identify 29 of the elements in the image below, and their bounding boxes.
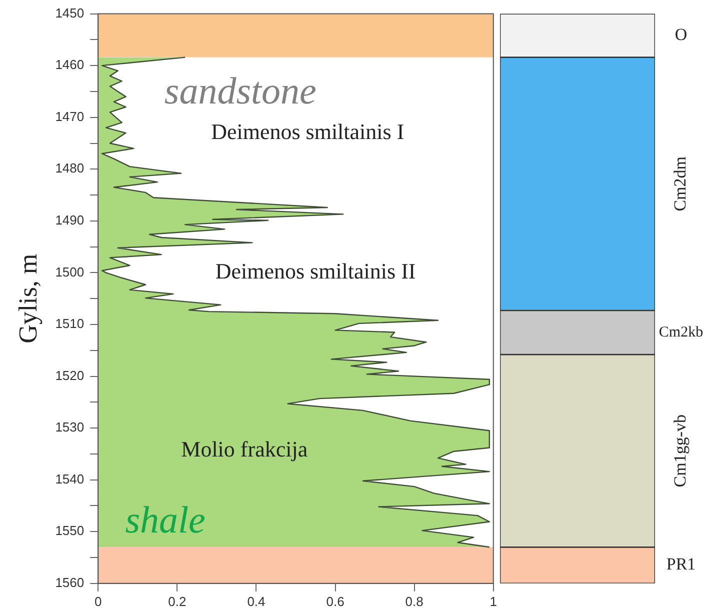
x-tick-label: 0.8 xyxy=(405,594,424,609)
y-tick-label: 1540 xyxy=(55,471,84,486)
x-tick-label: 0.6 xyxy=(326,594,344,609)
text: Cm1gg-vb xyxy=(670,414,690,488)
x-tick-label: 1 xyxy=(490,594,497,609)
y-tick-label: 1480 xyxy=(55,160,84,176)
y-tick-label: 1530 xyxy=(55,420,84,435)
annotation: Molio frakcija xyxy=(181,436,308,462)
x-tick-label: 0.2 xyxy=(168,594,186,609)
annotation: Deimenos smiltainis II xyxy=(215,258,416,284)
y-tick-label: 1520 xyxy=(55,368,84,383)
x-tick-label: 0 xyxy=(94,594,102,609)
annotation: shale xyxy=(125,499,206,542)
annotation: sandstone xyxy=(164,70,317,113)
x-tick-label: 0.4 xyxy=(247,594,266,609)
y-tick-label: 1450 xyxy=(55,5,84,20)
series-label: Cm2kb xyxy=(658,324,704,340)
series-label: PR1 xyxy=(666,554,696,574)
series-label: O xyxy=(674,25,688,44)
y-tick-label: 1500 xyxy=(55,264,84,280)
y-axis-title: Gylis, m xyxy=(13,254,42,344)
text: Cm2dm xyxy=(670,156,690,212)
annotation: Deimenos smiltainis I xyxy=(211,119,404,144)
y-tick-label: 1560 xyxy=(55,574,84,590)
y-tick-label: 1460 xyxy=(55,57,84,72)
y-tick-label: 1510 xyxy=(55,316,84,332)
y-tick-label: 1490 xyxy=(55,212,84,228)
y-tick-label: 1470 xyxy=(55,108,84,124)
y-tick-label: 1550 xyxy=(55,523,84,538)
